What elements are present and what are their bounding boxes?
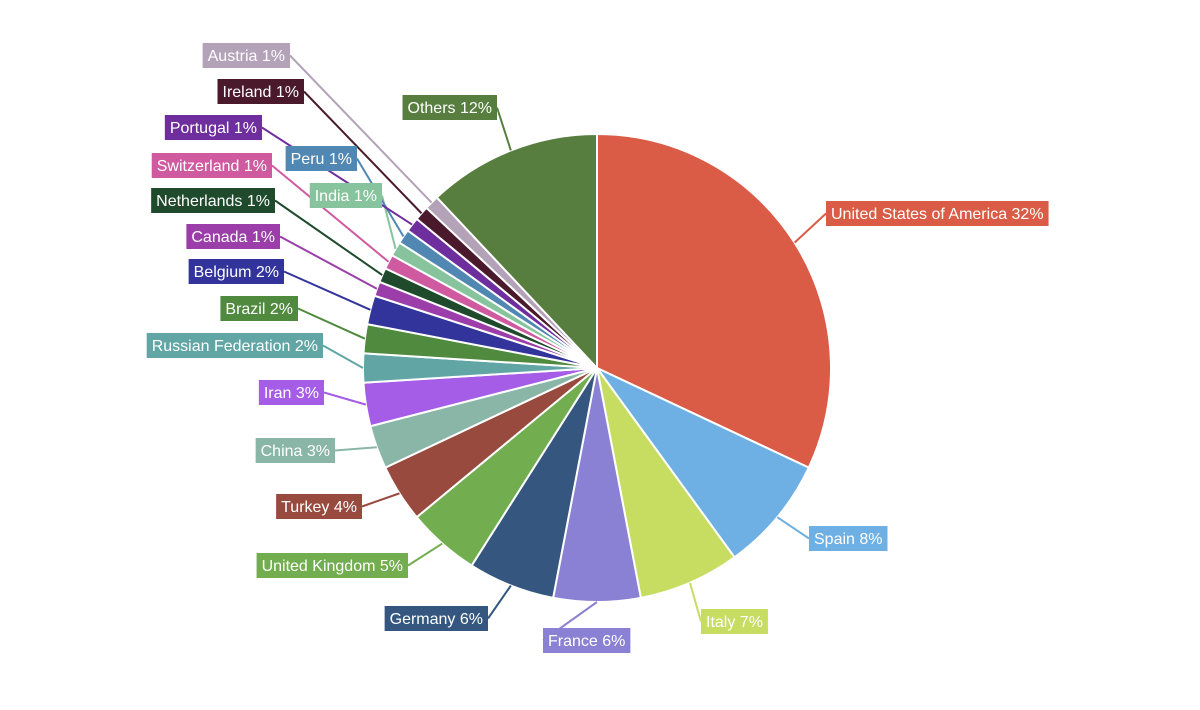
label-box-ireland	[217, 79, 304, 104]
label-box-india	[309, 183, 382, 208]
leader-line-united-states-of-america	[793, 212, 827, 244]
leader-line-canada	[279, 235, 378, 290]
slice-label-others: Others 12%	[408, 100, 492, 117]
slice-label-france: France 6%	[548, 633, 625, 650]
slice-label-peru: Peru 1%	[291, 151, 352, 168]
label-box-peru	[285, 146, 358, 171]
slice-label-austria: Austria 1%	[208, 48, 285, 65]
leader-line-ireland	[303, 90, 423, 214]
pie-slice-spain[interactable]	[596, 367, 811, 559]
label-box-turkey	[276, 494, 363, 519]
pie-slice-united-states-of-america[interactable]	[596, 132, 832, 469]
label-box-others	[402, 95, 497, 120]
slice-label-iran: Iran 3%	[264, 385, 319, 402]
leader-line-belgium	[283, 270, 371, 311]
label-box-belgium	[188, 259, 285, 284]
slice-label-netherlands: Netherlands 1%	[156, 193, 270, 210]
leader-line-portugal	[261, 126, 413, 226]
leader-line-italy	[688, 582, 702, 622]
slice-label-india: India 1%	[315, 188, 377, 205]
label-box-iran	[258, 380, 324, 405]
leader-line-russian-federation	[322, 344, 364, 369]
label-box-canada	[186, 224, 281, 249]
label-box-austria	[202, 43, 291, 68]
leader-line-china	[334, 446, 377, 452]
slice-label-united-kingdom: United Kingdom 5%	[262, 558, 403, 575]
leader-line-netherlands	[274, 199, 383, 276]
label-box-france	[543, 628, 631, 653]
label-box-brazil	[220, 296, 298, 321]
label-box-switzerland	[151, 153, 272, 178]
label-box-united-kingdom	[256, 553, 408, 578]
leader-line-brazil	[297, 307, 366, 340]
slice-label-italy: Italy 7%	[706, 614, 763, 631]
slice-label-ireland: Ireland 1%	[223, 84, 300, 101]
label-box-china	[255, 438, 336, 463]
pie-slice-others[interactable]	[435, 132, 598, 371]
label-box-spain	[809, 526, 888, 551]
slice-label-brazil: Brazil 2%	[225, 301, 293, 318]
label-box-germany	[384, 606, 489, 631]
slice-label-turkey: Turkey 4%	[281, 499, 357, 516]
slice-label-germany: Germany 6%	[390, 611, 483, 628]
slice-label-switzerland: Switzerland 1%	[157, 158, 267, 175]
leader-line-others	[496, 107, 512, 151]
leader-line-germany	[487, 584, 512, 620]
slice-label-united-states-of-america: United States of America 32%	[831, 206, 1044, 223]
slice-label-belgium: Belgium 2%	[194, 264, 279, 281]
leader-line-switzerland	[271, 164, 390, 263]
slice-label-spain: Spain 8%	[814, 531, 883, 548]
leader-line-austria	[289, 54, 433, 204]
leader-line-iran	[323, 391, 367, 406]
leader-line-turkey	[361, 492, 400, 508]
leader-line-spain	[776, 516, 810, 540]
slice-labels: United States of America 32% Spain 8% Ital…	[146, 43, 1049, 653]
pie-slices	[361, 132, 832, 603]
label-box-italy	[701, 609, 768, 634]
leader-line-united-kingdom	[407, 542, 443, 567]
pie-slice-italy[interactable]	[596, 367, 736, 600]
slice-label-portugal: Portugal 1%	[170, 120, 257, 137]
label-box-netherlands	[151, 188, 275, 213]
label-box-united-states-of-america	[826, 201, 1049, 226]
slice-label-russian-federation: Russian Federation 2%	[152, 338, 318, 355]
slice-label-china: China 3%	[261, 443, 330, 460]
slice-label-canada: Canada 1%	[191, 229, 275, 246]
label-box-russian-federation	[146, 333, 323, 358]
label-box-portugal	[164, 115, 262, 140]
